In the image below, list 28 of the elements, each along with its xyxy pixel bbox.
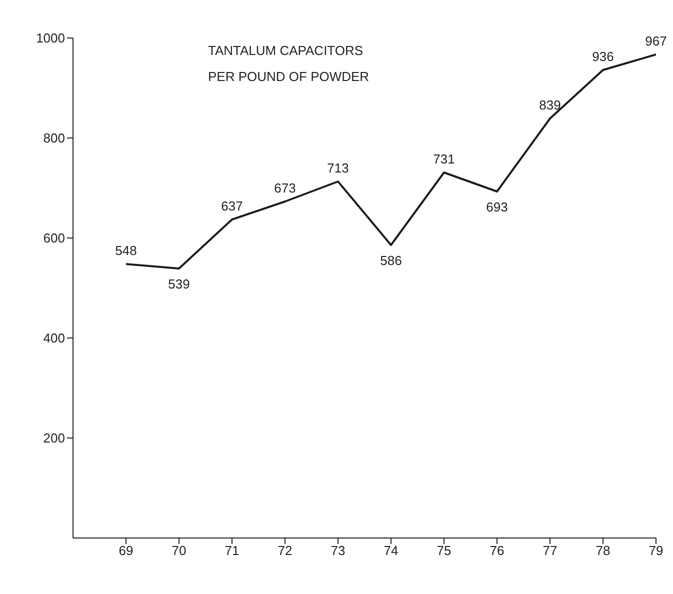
text: TANTALUM CAPACITORS PER POUND OF POWDER [208,42,370,86]
x-tick-label: 70 [172,543,186,558]
data-label: 586 [380,253,402,268]
data-label: 637 [221,198,243,214]
x-tick-label: 76 [490,543,504,558]
data-label: 967 [645,34,667,48]
data-label: 713 [327,160,349,176]
y-tick-label: 800 [43,130,65,146]
data-label: 539 [168,276,190,292]
x-tick-label: 78 [596,543,610,558]
x-tick-label: 73 [330,543,346,558]
data-label: 693 [486,200,508,214]
x-tick-label: 72 [278,543,292,558]
data-label: 731 [433,152,455,166]
y-tick-label: 200 [43,430,65,446]
data-label: 936 [592,49,614,64]
x-tick-label: 75 [436,543,452,558]
x-tick-label: 71 [224,543,240,558]
data-label: 839 [539,98,561,112]
data-label: 548 [115,243,137,258]
y-tick-label: 400 [43,330,65,346]
y-tick-label: 1000 [36,30,65,46]
y-tick-label: 600 [43,230,65,246]
x-tick-label: 69 [118,543,134,558]
x-tick-label: 79 [648,543,664,558]
data-label: 673 [274,180,296,196]
x-tick-label: 74 [384,543,398,558]
x-tick-label: 77 [542,543,558,558]
